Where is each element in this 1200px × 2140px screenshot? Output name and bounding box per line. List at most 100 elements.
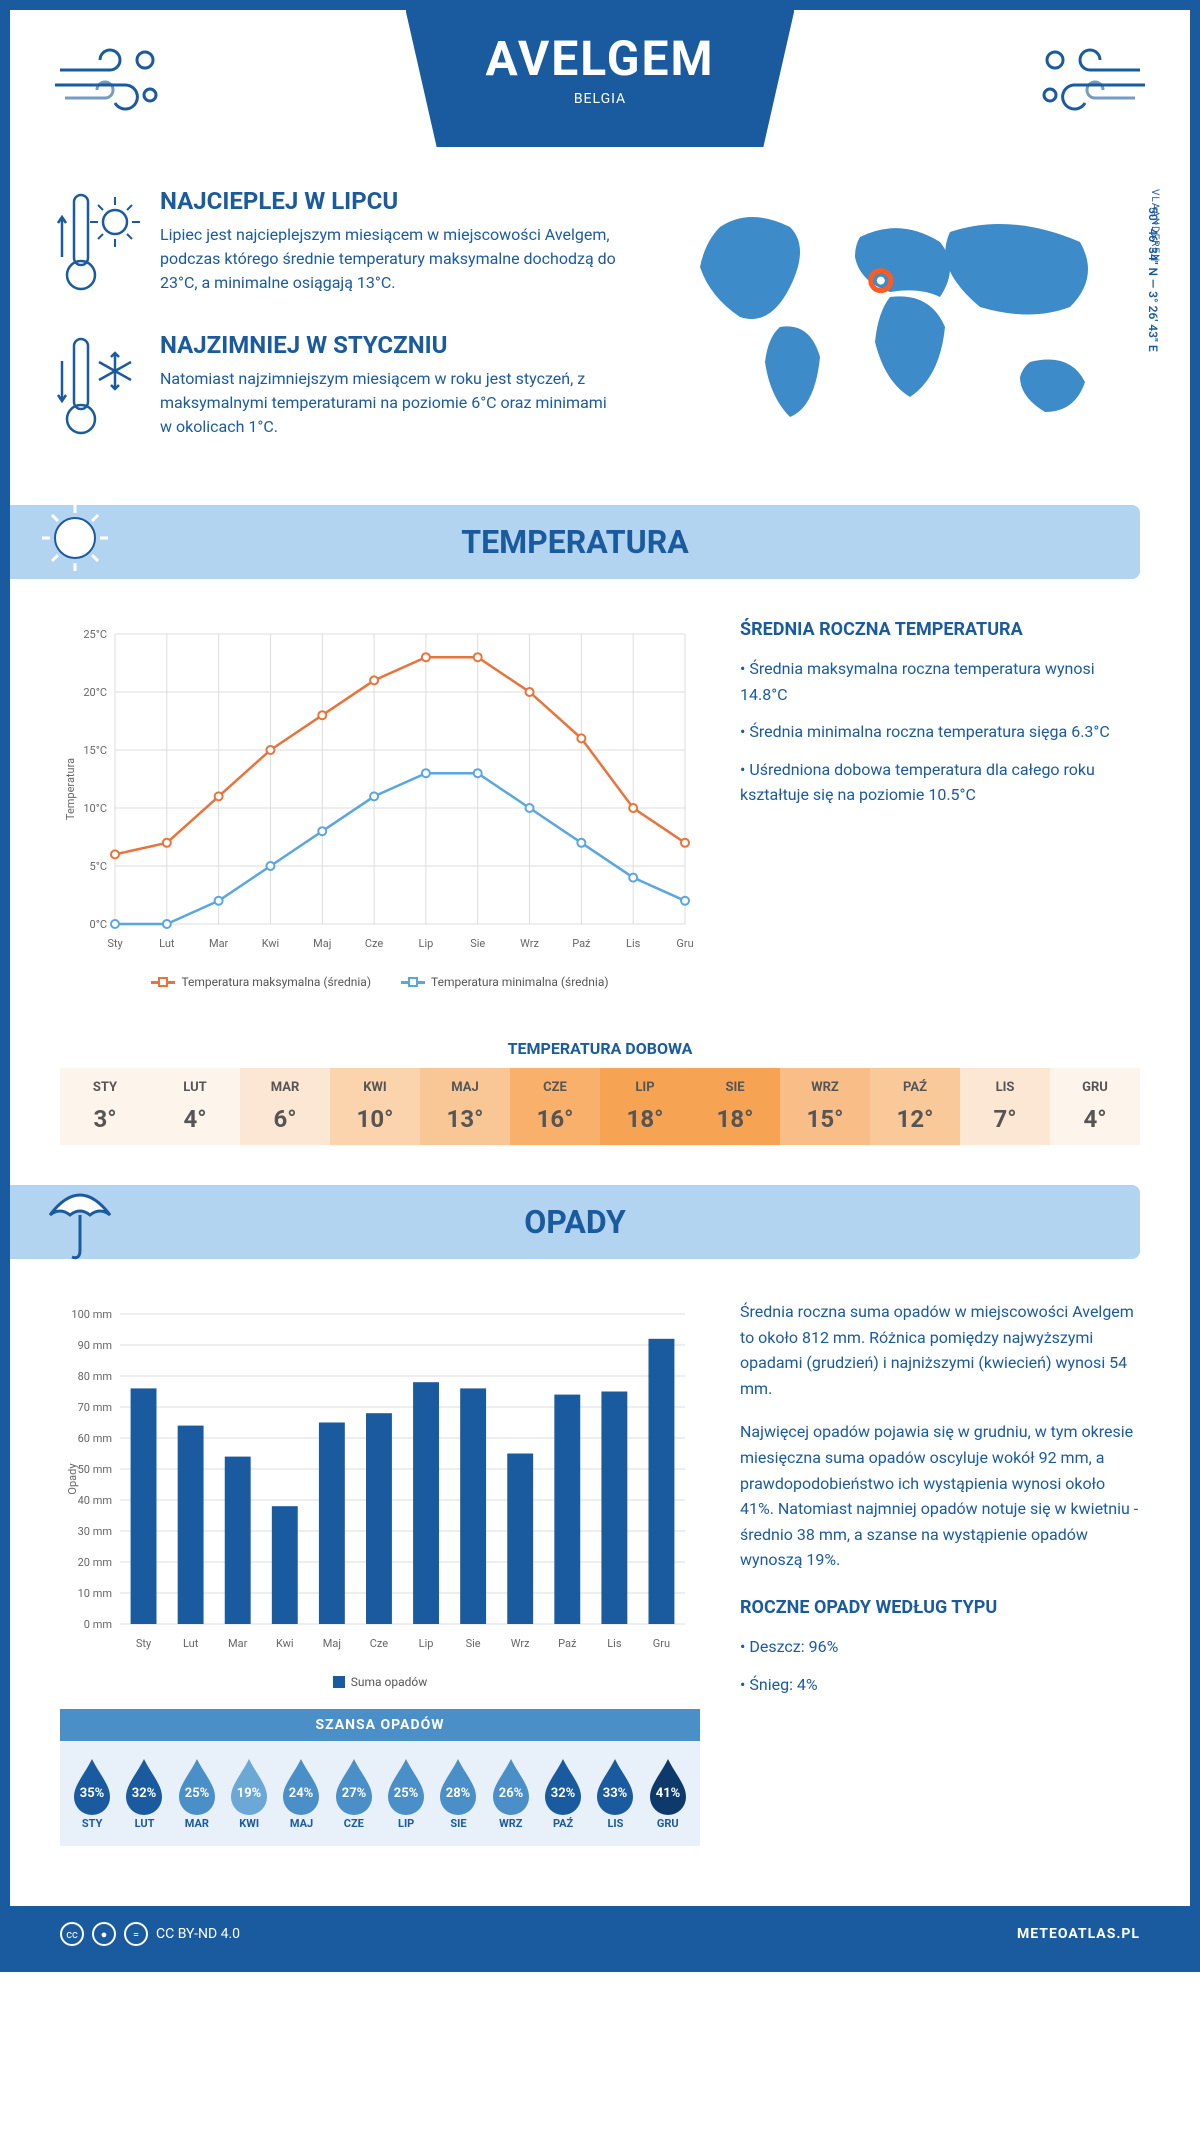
drop-cell: 27%CZE — [330, 1757, 378, 1830]
drop-month: LIS — [591, 1817, 639, 1830]
precipitation-side-text: Średnia roczna suma opadów w miejscowośc… — [740, 1299, 1140, 1866]
temp-value: 18° — [604, 1105, 686, 1133]
drop-month: STY — [68, 1817, 116, 1830]
svg-text:100 mm: 100 mm — [71, 1308, 112, 1321]
drop-month: MAJ — [277, 1817, 325, 1830]
svg-text:25%: 25% — [394, 1786, 419, 1801]
svg-text:25%: 25% — [185, 1786, 210, 1801]
svg-text:Mar: Mar — [228, 1637, 248, 1650]
month-label: MAR — [244, 1080, 326, 1095]
month-label: LIP — [604, 1080, 686, 1095]
svg-text:Kwi: Kwi — [262, 937, 280, 950]
svg-text:20°C: 20°C — [83, 686, 107, 699]
daily-cell: STY3° — [60, 1068, 150, 1145]
temp-value: 4° — [154, 1105, 236, 1133]
svg-text:60 mm: 60 mm — [78, 1432, 112, 1445]
svg-text:28%: 28% — [446, 1786, 471, 1801]
drop-month: PAŹ — [539, 1817, 587, 1830]
svg-text:Paź: Paź — [558, 1637, 577, 1650]
chart-legend: Suma opadów — [60, 1675, 700, 1689]
thermometer-snow-icon — [60, 331, 140, 445]
drop-month: SIE — [434, 1817, 482, 1830]
svg-text:24%: 24% — [289, 1786, 314, 1801]
drop-icon: 25% — [384, 1757, 428, 1813]
month-label: CZE — [514, 1080, 596, 1095]
svg-text:50 mm: 50 mm — [78, 1463, 112, 1476]
drop-icon: 25% — [175, 1757, 219, 1813]
svg-text:Gru: Gru — [653, 1637, 670, 1650]
infographic-frame: AVELGEM BELGIA NAJCIEPLEJ W LIPCU Lipiec… — [0, 0, 1200, 1972]
daily-cell: SIE18° — [690, 1068, 780, 1145]
drop-cell: 33% LIS — [591, 1757, 639, 1830]
bullet: • Śnieg: 4% — [740, 1672, 1140, 1698]
drop-icon: 33% — [593, 1757, 637, 1813]
footer: cc ● = CC BY-ND 4.0 METEOATLAS.PL — [10, 1906, 1190, 1962]
daily-cell: KWI10° — [330, 1068, 420, 1145]
location-title: AVELGEM — [486, 30, 715, 87]
precip-by-type-title: ROCZNE OPADY WEDŁUG TYPU — [740, 1597, 1140, 1618]
svg-text:Lis: Lis — [607, 1637, 622, 1650]
drop-icon: 32% — [122, 1757, 166, 1813]
temp-value: 18° — [694, 1105, 776, 1133]
drop-cell: 41% GRU — [644, 1757, 692, 1830]
temperature-chart-row: 0°C5°C10°C15°C20°C25°CStyLutMarKwiMajCze… — [10, 579, 1190, 1029]
thermometer-sun-icon — [60, 187, 140, 301]
title-banner: AVELGEM BELGIA — [406, 10, 795, 147]
precipitation-bar-chart: 0 mm10 mm20 mm30 mm40 mm50 mm60 mm70 mm8… — [60, 1299, 700, 1866]
sun-icon — [40, 503, 110, 581]
month-label: LUT — [154, 1080, 236, 1095]
bullet: • Uśredniona dobowa temperatura dla całe… — [740, 757, 1140, 808]
umbrella-icon — [40, 1175, 120, 1273]
svg-text:0°C: 0°C — [90, 918, 107, 931]
svg-text:33%: 33% — [603, 1786, 628, 1801]
svg-text:27%: 27% — [342, 1786, 367, 1801]
drop-cell: 28% SIE — [434, 1757, 482, 1830]
svg-text:Temperatura: Temperatura — [64, 758, 77, 820]
daily-cell: LUT 4° — [150, 1068, 240, 1145]
drop-icon: 32% — [541, 1757, 585, 1813]
svg-text:Wrz: Wrz — [511, 1637, 530, 1650]
bullet: • Średnia minimalna roczna temperatura s… — [740, 719, 1140, 745]
site-name: METEOATLAS.PL — [1017, 1926, 1140, 1942]
section-title: OPADY — [524, 1203, 626, 1241]
month-label: WRZ — [784, 1080, 866, 1095]
temp-value: 6° — [244, 1105, 326, 1133]
svg-text:Sty: Sty — [136, 1637, 152, 1650]
svg-text:Maj: Maj — [323, 1637, 341, 1650]
svg-text:10 mm: 10 mm — [78, 1587, 112, 1600]
drop-icon: 41% — [646, 1757, 690, 1813]
svg-text:Sie: Sie — [466, 1637, 481, 1650]
svg-text:Lip: Lip — [419, 1637, 434, 1650]
month-label: KWI — [334, 1080, 416, 1095]
bullet: • Średnia maksymalna roczna temperatura … — [740, 656, 1140, 707]
svg-text:Wrz: Wrz — [520, 937, 539, 950]
coordinates: 50° 46' 34" N — 3° 26' 43" E — [1146, 207, 1160, 352]
precip-chance-drops: 35%STY32%LUT25%MAR19%KWI24%MAJ27%CZE25%L… — [60, 1741, 700, 1846]
drop-month: GRU — [644, 1817, 692, 1830]
cc-icon: cc — [60, 1922, 84, 1946]
svg-text:Sie: Sie — [470, 937, 485, 950]
warmest-text: Lipiec jest najcieplejszym miesiącem w m… — [160, 223, 620, 295]
svg-text:Lis: Lis — [626, 937, 641, 950]
svg-text:Lut: Lut — [183, 1637, 199, 1650]
svg-text:35%: 35% — [80, 1786, 105, 1801]
drop-month: LUT — [120, 1817, 168, 1830]
wind-icon — [1030, 40, 1150, 124]
drop-icon: 24% — [279, 1757, 323, 1813]
section-title: TEMPERATURA — [461, 523, 688, 561]
drop-month: WRZ — [487, 1817, 535, 1830]
svg-text:Lip: Lip — [419, 937, 434, 950]
coldest-text: Natomiast najzimniejszym miesiącem w rok… — [160, 367, 620, 439]
daily-cell: MAR 6° — [240, 1068, 330, 1145]
svg-text:70 mm: 70 mm — [78, 1401, 112, 1414]
daily-cell: CZE16° — [510, 1068, 600, 1145]
daily-cell: WRZ15° — [780, 1068, 870, 1145]
daily-cell: LIS7° — [960, 1068, 1050, 1145]
license-block: cc ● = CC BY-ND 4.0 — [60, 1922, 240, 1946]
temperature-side-text: ŚREDNIA ROCZNA TEMPERATURA • Średnia mak… — [740, 619, 1140, 989]
drop-cell: 19%KWI — [225, 1757, 273, 1830]
daily-cell: MAJ13° — [420, 1068, 510, 1145]
drop-cell: 24% MAJ — [277, 1757, 325, 1830]
drop-icon: 35% — [70, 1757, 114, 1813]
legend-min: Temperatura minimalna (średnia) — [431, 975, 609, 989]
